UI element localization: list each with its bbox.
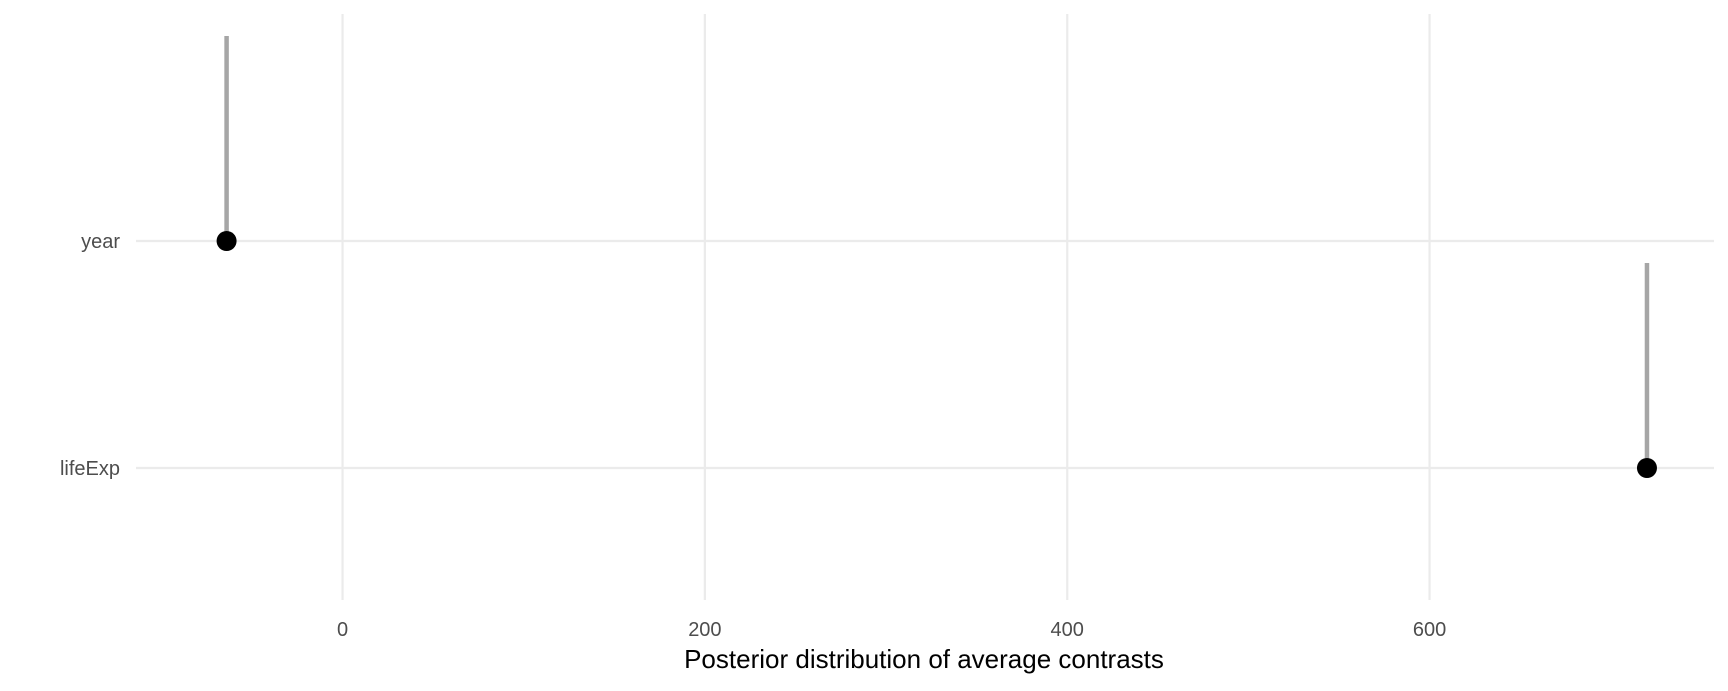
x-tick-label: 600 bbox=[1413, 619, 1446, 641]
horizontal-gridlines bbox=[136, 239, 1714, 470]
estimate-point bbox=[216, 231, 237, 251]
y-tick-label: lifeExp bbox=[60, 458, 120, 480]
y-axis-tick-labels: year lifeExp bbox=[60, 231, 120, 480]
x-tick-label: 400 bbox=[1051, 619, 1084, 641]
y-tick-label: year bbox=[81, 231, 120, 253]
x-tick-label: 0 bbox=[337, 619, 348, 641]
x-axis-tick-labels: 0 200 400 600 bbox=[337, 619, 1446, 641]
x-axis-title: Posterior distribution of average contra… bbox=[684, 644, 1164, 674]
plot-marks bbox=[216, 36, 1657, 478]
x-tick-label: 200 bbox=[688, 619, 721, 641]
estimate-point bbox=[1636, 458, 1657, 478]
vertical-gridlines bbox=[341, 14, 1431, 600]
